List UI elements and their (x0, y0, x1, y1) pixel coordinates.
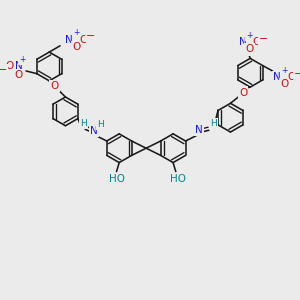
Text: N: N (273, 72, 281, 82)
Text: −: − (259, 34, 268, 44)
Text: H: H (210, 119, 217, 128)
Text: +: + (19, 55, 26, 64)
Text: N: N (65, 34, 73, 44)
Text: O: O (280, 80, 288, 89)
Text: +: + (73, 28, 80, 37)
Text: N: N (90, 126, 98, 136)
Text: +: + (281, 66, 287, 75)
Text: H: H (80, 118, 87, 127)
Text: HO: HO (109, 174, 124, 184)
Text: N: N (195, 125, 203, 135)
Text: −: − (294, 69, 300, 79)
Text: O: O (239, 88, 247, 98)
Text: O: O (245, 44, 254, 54)
Text: HO: HO (170, 174, 187, 184)
Text: O: O (15, 70, 23, 80)
Text: O: O (287, 72, 296, 82)
Text: O: O (72, 42, 80, 52)
Text: H: H (97, 120, 104, 129)
Text: N: N (15, 61, 23, 71)
Text: O: O (79, 34, 88, 44)
Text: O: O (50, 81, 59, 91)
Text: −: − (0, 65, 8, 75)
Text: O: O (6, 61, 14, 71)
Text: −: − (86, 31, 95, 41)
Text: +: + (246, 31, 253, 40)
Text: N: N (239, 37, 247, 47)
Text: O: O (252, 37, 261, 47)
